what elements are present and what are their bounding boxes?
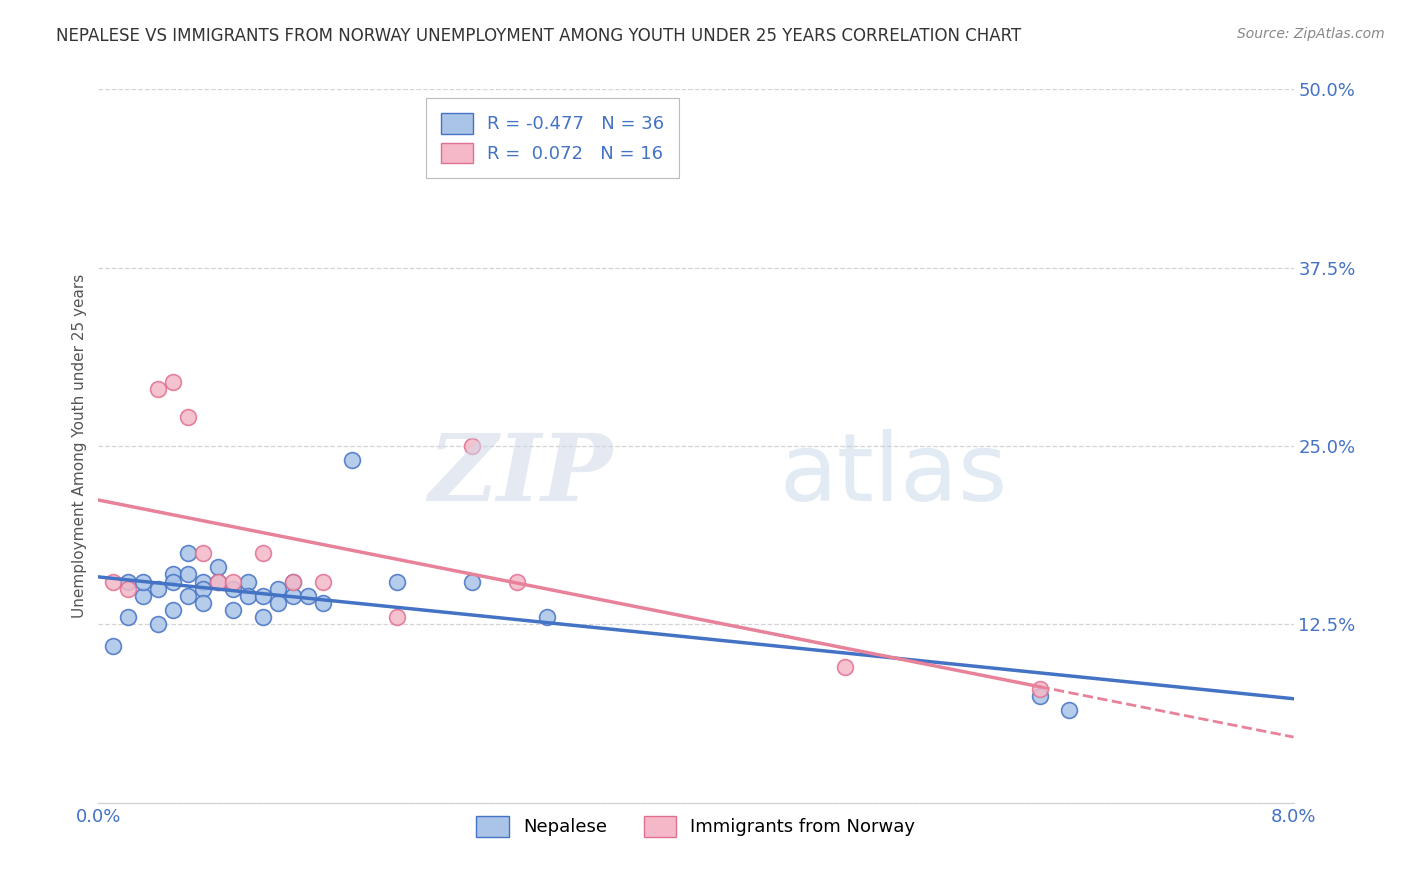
Point <box>162 567 184 582</box>
Text: ZIP: ZIP <box>427 430 613 519</box>
Y-axis label: Unemployment Among Youth under 25 years: Unemployment Among Youth under 25 years <box>72 274 87 618</box>
Point <box>162 603 184 617</box>
Point <box>252 546 274 560</box>
Point <box>117 582 139 596</box>
Point <box>252 589 274 603</box>
Point <box>148 617 170 632</box>
Text: Source: ZipAtlas.com: Source: ZipAtlas.com <box>1237 27 1385 41</box>
Point <box>236 574 259 589</box>
Point <box>506 574 529 589</box>
Point <box>207 574 229 589</box>
Point <box>461 574 484 589</box>
Point <box>311 574 333 589</box>
Point <box>191 546 214 560</box>
Point <box>103 574 125 589</box>
Point <box>536 610 558 624</box>
Point <box>236 589 259 603</box>
Point <box>207 560 229 574</box>
Point <box>222 574 245 589</box>
Point <box>191 574 214 589</box>
Point <box>191 582 214 596</box>
Point <box>148 582 170 596</box>
Point <box>132 589 155 603</box>
Point <box>342 453 364 467</box>
Legend: Nepalese, Immigrants from Norway: Nepalese, Immigrants from Norway <box>470 808 922 844</box>
Point <box>267 596 290 610</box>
Point <box>1028 681 1050 696</box>
Point <box>222 582 245 596</box>
Point <box>385 574 409 589</box>
Point <box>162 574 184 589</box>
Text: NEPALESE VS IMMIGRANTS FROM NORWAY UNEMPLOYMENT AMONG YOUTH UNDER 25 YEARS CORRE: NEPALESE VS IMMIGRANTS FROM NORWAY UNEMP… <box>56 27 1022 45</box>
Point <box>267 582 290 596</box>
Text: atlas: atlas <box>779 428 1008 521</box>
Point <box>177 546 200 560</box>
Point <box>297 589 319 603</box>
Point <box>117 610 139 624</box>
Point <box>281 589 304 603</box>
Point <box>311 596 333 610</box>
Point <box>132 574 155 589</box>
Point <box>177 410 200 425</box>
Point <box>1028 689 1050 703</box>
Point <box>148 382 170 396</box>
Point <box>103 639 125 653</box>
Point <box>222 603 245 617</box>
Point <box>117 574 139 589</box>
Point <box>207 574 229 589</box>
Point <box>252 610 274 624</box>
Point <box>281 574 304 589</box>
Point <box>177 589 200 603</box>
Point <box>281 574 304 589</box>
Point <box>461 439 484 453</box>
Point <box>177 567 200 582</box>
Point <box>162 375 184 389</box>
Point <box>1059 703 1081 717</box>
Point <box>385 610 409 624</box>
Point <box>834 660 856 674</box>
Point <box>191 596 214 610</box>
